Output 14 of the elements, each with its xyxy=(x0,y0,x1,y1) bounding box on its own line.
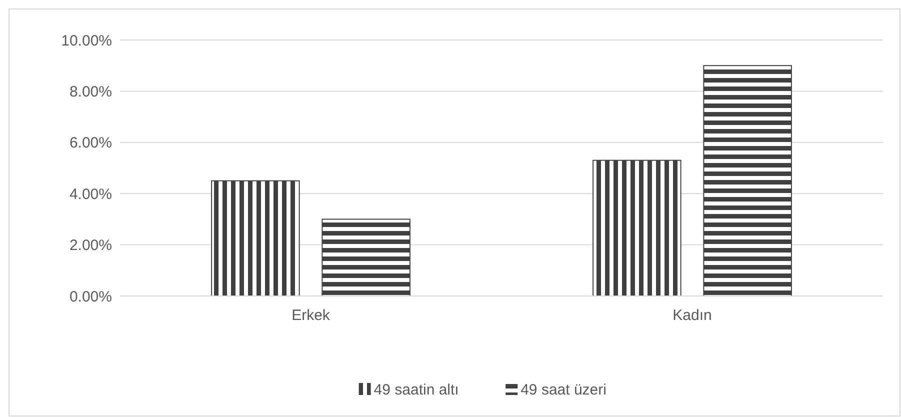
bar xyxy=(703,65,792,296)
bar xyxy=(592,160,682,296)
y-tick-label: 8.00% xyxy=(69,83,112,100)
y-tick-label: 4.00% xyxy=(69,186,112,203)
x-tick-label: Kadın xyxy=(672,307,712,324)
y-tick-label: 6.00% xyxy=(69,134,112,152)
y-tick-label: 2.00% xyxy=(69,237,112,254)
legend-label: 49 saatin altı xyxy=(374,381,459,398)
bar xyxy=(211,180,300,296)
x-tick-label: Erkek xyxy=(292,307,330,324)
y-tick-label: 10.00% xyxy=(61,32,112,50)
bar xyxy=(322,218,410,296)
legend-label: 49 saat üzeri xyxy=(520,381,606,398)
y-tick-label: 0.00% xyxy=(69,288,112,306)
